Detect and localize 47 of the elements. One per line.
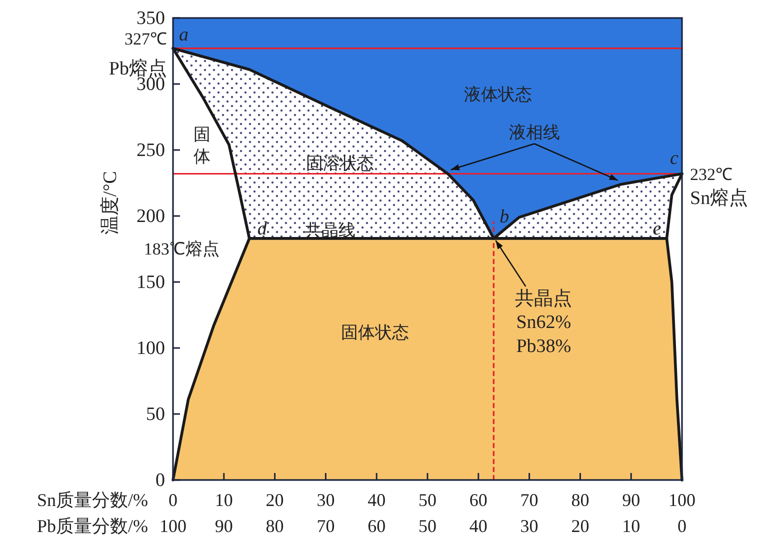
x-tick-label: 100 xyxy=(668,490,696,510)
annotation: d xyxy=(257,218,268,240)
x-tick-label: 60 xyxy=(469,490,488,510)
x2-tick-label: 60 xyxy=(368,516,386,536)
x-tick-label: 30 xyxy=(316,490,335,510)
y-tick-label: 150 xyxy=(136,272,165,293)
x-tick-label: 20 xyxy=(266,490,284,510)
annotation: 液体状态 xyxy=(464,85,532,104)
annotation: 固体状态 xyxy=(341,323,409,342)
y-tick-label: 0 xyxy=(156,470,165,491)
annotation: 共晶点 Sn62% Pb38% xyxy=(515,288,572,357)
x-tick-label: 0 xyxy=(168,490,178,510)
annotation: e xyxy=(652,218,662,240)
x2-tick-label: 10 xyxy=(622,516,640,536)
x-tick-label: 80 xyxy=(571,490,590,510)
x2-tick-label: 70 xyxy=(316,516,335,536)
y-tick-label: 50 xyxy=(146,404,165,425)
annotation: a xyxy=(179,24,188,46)
x2-tick-label: 50 xyxy=(418,516,436,536)
x2-tick-label: 100 xyxy=(160,516,186,536)
x-tick-label: 70 xyxy=(520,490,538,510)
x-axis-title: Sn质量分数/% xyxy=(36,490,148,510)
annotation: c xyxy=(670,148,679,169)
ref-line-label: 327℃ xyxy=(124,29,167,48)
annotation: 固溶状态 xyxy=(306,154,374,173)
y-tick-label: 250 xyxy=(136,140,165,161)
y-tick-label: 100 xyxy=(136,338,165,359)
x2-tick-label: 40 xyxy=(469,516,488,536)
y-tick-label: 200 xyxy=(136,206,165,227)
x2-tick-label: 30 xyxy=(520,516,538,536)
annotation: Sn熔点 xyxy=(690,186,748,209)
y-axis-title: 温度/°C xyxy=(99,171,121,235)
annotation: b xyxy=(500,206,510,228)
x-tick-label: 10 xyxy=(214,490,233,510)
annotation: 共晶线 xyxy=(304,221,356,240)
x-tick-label: 50 xyxy=(418,490,436,510)
annotation: 液相线 xyxy=(508,122,560,142)
x-tick-label: 40 xyxy=(368,490,386,510)
x2-axis-title: Pb质量分数/% xyxy=(36,516,148,536)
ref-line-label: 232℃ xyxy=(690,164,732,184)
y-tick-label: 350 xyxy=(136,8,165,29)
x2-tick-label: 80 xyxy=(266,516,284,536)
x2-tick-label: 0 xyxy=(678,516,686,536)
x2-tick-label: 20 xyxy=(571,516,590,536)
x-tick-label: 90 xyxy=(622,490,640,510)
x2-tick-label: 90 xyxy=(214,516,233,536)
annotation: 固体 xyxy=(194,125,210,166)
